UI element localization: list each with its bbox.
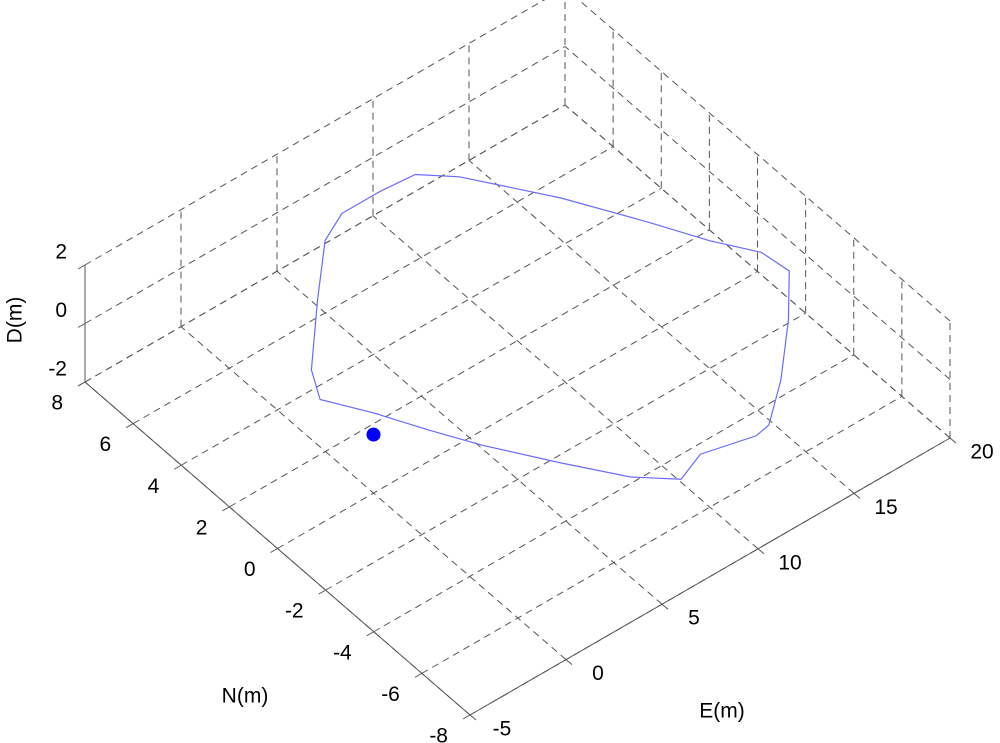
tick-mark bbox=[366, 631, 374, 637]
grid-line bbox=[181, 187, 662, 466]
z-axis-label: D(m) bbox=[4, 297, 27, 344]
z-tick-label: 0 bbox=[55, 299, 67, 322]
y-tick-label: 2 bbox=[196, 516, 208, 539]
grid-line bbox=[564, 104, 951, 439]
tick-mark bbox=[174, 464, 182, 470]
grid-line bbox=[468, 160, 855, 494]
z-tick-label: -2 bbox=[48, 358, 67, 381]
x-tick-label: 10 bbox=[778, 551, 801, 574]
y-tick-label: -8 bbox=[429, 725, 448, 743]
tick-mark bbox=[222, 506, 230, 512]
grid-line bbox=[325, 312, 806, 591]
y-tick-label: -4 bbox=[333, 641, 352, 664]
trajectory bbox=[310, 173, 790, 480]
x-tick-label: 5 bbox=[688, 607, 700, 630]
x-tick-label: 20 bbox=[970, 441, 993, 464]
tick-mark bbox=[318, 589, 326, 595]
tick-mark bbox=[565, 659, 573, 665]
tick-mark bbox=[757, 548, 765, 555]
y-tick-label: -2 bbox=[285, 600, 304, 623]
tick-mark bbox=[77, 323, 86, 328]
grid-line bbox=[564, 46, 951, 380]
y-tick-label: 8 bbox=[51, 392, 63, 415]
z-tick-label: 2 bbox=[55, 241, 67, 264]
grid-line bbox=[84, 46, 566, 324]
tick-mark bbox=[414, 672, 423, 678]
tick-mark bbox=[462, 714, 471, 720]
tick-mark bbox=[77, 381, 86, 387]
tick-mark bbox=[853, 493, 861, 499]
x-tick-label: 0 bbox=[592, 662, 604, 685]
tick-mark bbox=[661, 603, 669, 610]
grid-line bbox=[277, 271, 758, 549]
y-tick-label: 4 bbox=[148, 475, 160, 498]
x-axis-label: E(m) bbox=[699, 700, 745, 723]
grid-line bbox=[578, 0, 951, 322]
y-axis-label: N(m) bbox=[222, 685, 269, 708]
x-tick-label: 15 bbox=[874, 496, 897, 519]
grid-line bbox=[372, 215, 759, 550]
y-tick-label: -6 bbox=[381, 683, 400, 706]
x-axis bbox=[469, 437, 951, 716]
tick-mark bbox=[125, 423, 134, 429]
tick-mark bbox=[270, 548, 278, 553]
start-marker bbox=[366, 427, 381, 442]
tick-mark bbox=[77, 264, 86, 270]
grid-line bbox=[373, 354, 854, 633]
tick-mark bbox=[949, 437, 957, 444]
y-tick-label: 6 bbox=[99, 433, 111, 456]
x-tick-label: -5 bbox=[493, 718, 512, 741]
y-tick-label: 0 bbox=[244, 558, 256, 581]
grid-line bbox=[229, 229, 710, 508]
grid-line bbox=[421, 395, 903, 674]
tick-mark bbox=[469, 714, 477, 721]
grid-line bbox=[84, 0, 546, 266]
